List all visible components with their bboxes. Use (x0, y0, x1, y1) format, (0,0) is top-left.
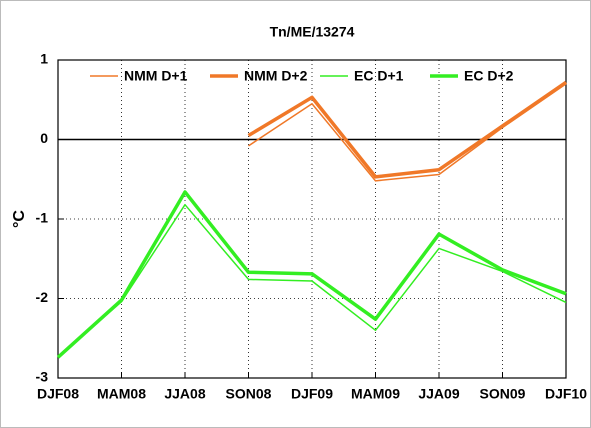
series-line (247, 80, 567, 179)
y-tick-label: -3 (36, 369, 49, 385)
legend-label: EC D+2 (464, 68, 514, 84)
y-tick-label: -2 (36, 289, 49, 305)
x-tick-label: JJA08 (164, 386, 205, 402)
y-tick-label: -1 (36, 210, 49, 226)
x-tick-label: SON08 (226, 386, 272, 402)
x-tick-label: DJF08 (37, 386, 79, 402)
y-tick-label: 0 (40, 130, 48, 146)
plot-frame (57, 59, 567, 379)
chart-title: Tn/ME/13274 (270, 24, 355, 40)
y-axis-label: °C (11, 210, 28, 228)
x-tick-label: JJA09 (418, 386, 459, 402)
x-tick-label: DJF09 (291, 386, 333, 402)
x-tick-label: MAM09 (351, 386, 400, 402)
x-tick-label: SON09 (480, 386, 526, 402)
y-tick-label: 1 (40, 51, 48, 67)
series-line (56, 190, 567, 359)
legend-label: NMM D+1 (124, 68, 188, 84)
series-line (57, 203, 567, 358)
legend-label: EC D+1 (354, 68, 404, 84)
legend-label: NMM D+2 (244, 68, 308, 84)
x-tick-label: DJF10 (545, 386, 587, 402)
x-tick-label: MAM08 (97, 386, 146, 402)
